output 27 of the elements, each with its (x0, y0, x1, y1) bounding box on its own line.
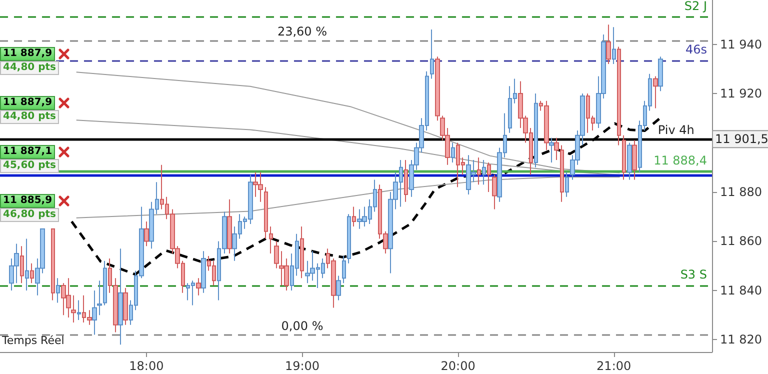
x-tick-label: 21:00 (596, 359, 632, 373)
ref-line-label: 11 888,4 (654, 153, 707, 168)
annotation: Temps Réel (2, 334, 64, 347)
y-tick-label: 11 940 (720, 37, 762, 52)
y-tick-label: 11 860 (720, 234, 762, 248)
x-tick-label: 20:00 (440, 359, 476, 373)
y-tick-label: 11 920 (720, 86, 762, 101)
annotation: 11 887,9 (0, 47, 56, 61)
annotation: 0,00 % (281, 318, 324, 333)
y-tick-label: 11 880 (720, 185, 762, 199)
x-tick-label: 19:00 (284, 359, 320, 373)
annotation: 11 887,9 (0, 96, 56, 110)
annotation: 11 887,1 (0, 145, 56, 159)
annotation: 44,80 pts (0, 110, 60, 124)
ref-line-label: 46s (685, 42, 707, 56)
x-tick-label: 18:00 (129, 359, 164, 373)
annotation: Piv 4h (658, 123, 694, 138)
ref-line-label: S2 J (684, 0, 707, 14)
annotation: 23,60 % (277, 24, 328, 38)
ref-line-label: S3 S (680, 268, 707, 282)
annotation: 45,60 pts (0, 159, 60, 173)
annotation: 46,80 pts (0, 208, 60, 222)
y-tick-label: 11 820 (720, 332, 762, 347)
y-tick-label: 11 840 (720, 283, 762, 298)
annotation: 11 885,9 (0, 194, 56, 208)
annotation: 44,80 pts (0, 61, 60, 75)
annotation: 11 901,5 (715, 132, 768, 146)
